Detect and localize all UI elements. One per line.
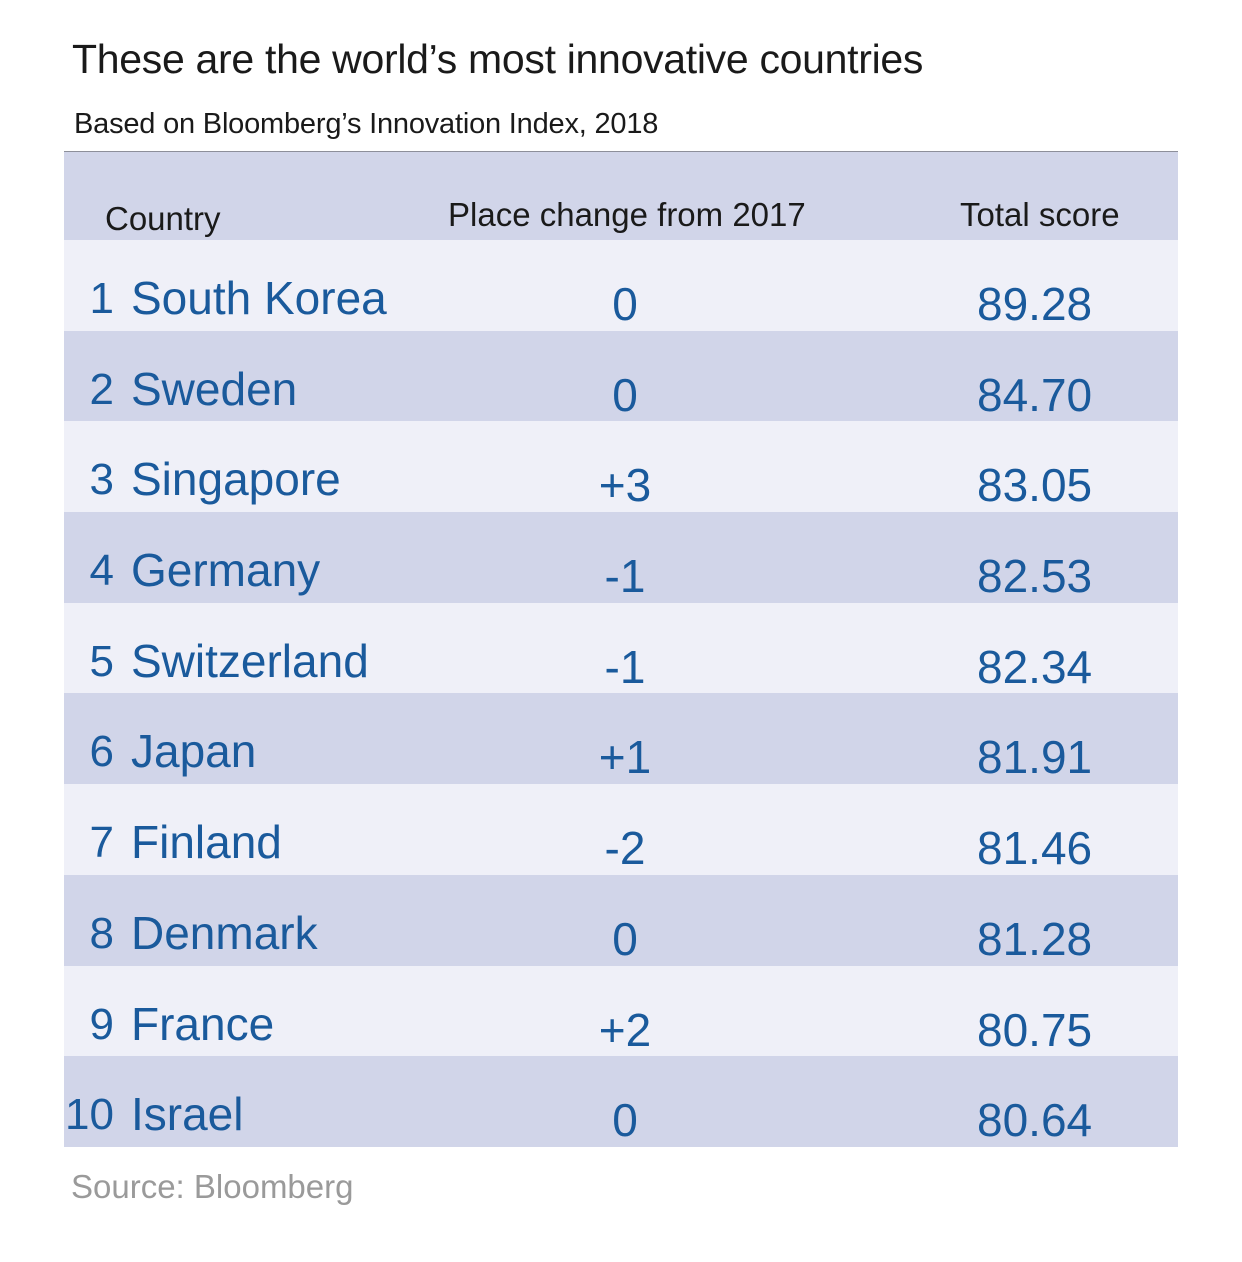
table-row: 4 Germany -1 82.53 <box>64 512 1178 603</box>
innovation-table: Country Place change from 2017 Total sco… <box>64 151 1178 1147</box>
rank-cell: 10 <box>65 1090 114 1140</box>
country-cell: Sweden <box>131 362 298 415</box>
header-total-score: Total score <box>960 196 1120 233</box>
place-change-cell: -1 <box>604 640 646 693</box>
rank-cell: 2 <box>89 364 114 414</box>
table-header-row: Country Place change from 2017 Total sco… <box>64 152 1178 240</box>
total-score-cell: 81.91 <box>977 731 1093 784</box>
total-score-cell: 82.34 <box>977 640 1093 693</box>
country-cell: Denmark <box>131 906 318 959</box>
country-cell: South Korea <box>131 272 387 324</box>
place-change-cell: +3 <box>598 459 652 512</box>
chart-title: These are the world’s most innovative co… <box>72 36 924 82</box>
source-note: Source: Bloomberg <box>71 1168 354 1205</box>
total-score-cell: 80.64 <box>977 1094 1093 1147</box>
table-row: 6 Japan +1 81.91 <box>64 693 1178 785</box>
total-score-cell: 81.28 <box>977 912 1093 965</box>
country-cell: France <box>131 997 275 1050</box>
country-cell: Japan <box>131 725 257 778</box>
country-cell: Switzerland <box>131 634 369 687</box>
place-change-cell: 0 <box>612 912 638 965</box>
table-row: 7 Finland -2 81.46 <box>64 784 1178 875</box>
country-cell: Singapore <box>131 453 341 506</box>
place-change-cell: 0 <box>612 368 638 421</box>
rank-cell: 5 <box>89 636 114 686</box>
place-change-cell: -2 <box>604 822 646 875</box>
place-change-cell: 0 <box>612 1094 638 1147</box>
rank-cell: 3 <box>89 455 114 505</box>
header-country: Country <box>105 200 221 237</box>
total-score-cell: 84.70 <box>977 368 1093 421</box>
rank-cell: 7 <box>89 818 114 868</box>
table-body: 1 South Korea 0 89.28 2 Sweden 0 84.70 3 Singapor… <box>64 240 1178 1147</box>
place-change-cell: 0 <box>612 278 638 330</box>
chart-subtitle: Based on Bloomberg’s Innovation Index, 2… <box>74 108 659 140</box>
rank-cell: 6 <box>89 727 114 777</box>
table-row: 9 France +2 80.75 <box>64 965 1178 1057</box>
header-place-change-label: Place change from 2017 <box>448 196 806 233</box>
total-score-cell: 83.05 <box>977 459 1093 512</box>
table-row: 8 Denmark 0 81.28 <box>64 874 1178 966</box>
rank-cell: 1 <box>89 274 114 323</box>
rank-cell: 8 <box>89 908 114 958</box>
table-row: 3 Singapore +3 83.05 <box>64 421 1178 513</box>
country-cell: Germany <box>131 544 321 597</box>
table-row: 5 Switzerland -1 82.34 <box>64 602 1178 694</box>
rank-cell: 9 <box>89 999 114 1049</box>
total-score-cell: 89.28 <box>977 278 1093 330</box>
country-cell: Finland <box>131 816 282 869</box>
table-row: 1 South Korea 0 89.28 <box>64 240 1178 331</box>
total-score-cell: 82.53 <box>977 550 1093 603</box>
place-change-cell: -1 <box>604 550 646 603</box>
place-change-cell: +1 <box>598 731 652 784</box>
table-row: 2 Sweden 0 84.70 <box>64 330 1178 422</box>
country-cell: Israel <box>131 1088 244 1141</box>
total-score-cell: 81.46 <box>977 822 1093 875</box>
table-row: 10 Israel 0 80.64 <box>64 1056 1178 1147</box>
place-change-cell: +2 <box>598 1003 652 1056</box>
table-top-rule <box>64 151 1178 152</box>
total-score-cell: 80.75 <box>977 1003 1093 1056</box>
rank-cell: 4 <box>89 546 114 596</box>
